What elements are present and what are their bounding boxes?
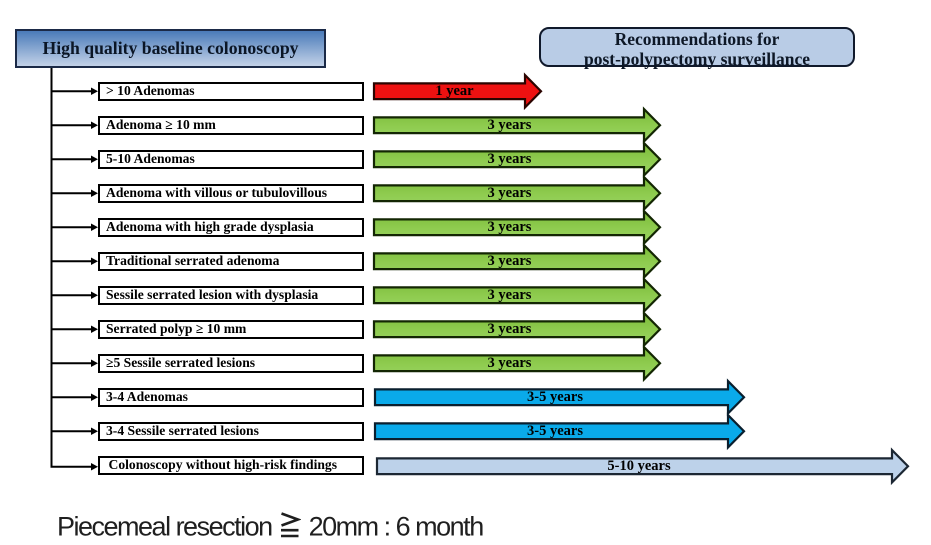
svg-text:3 years: 3 years (488, 287, 532, 303)
svg-text:3 years: 3 years (488, 321, 532, 337)
svg-text:3 years: 3 years (488, 219, 532, 235)
svg-text:3-5 years: 3-5 years (527, 389, 583, 405)
svg-text:3 years: 3 years (488, 185, 532, 201)
svg-text:5-10 years: 5-10 years (607, 458, 671, 474)
svg-text:3-5 years: 3-5 years (527, 423, 583, 439)
svg-text:1 year: 1 year (435, 83, 474, 99)
svg-text:3 years: 3 years (488, 151, 532, 167)
svg-text:3 years: 3 years (488, 355, 532, 371)
svg-text:3 years: 3 years (488, 253, 532, 269)
svg-text:3 years: 3 years (488, 117, 532, 133)
